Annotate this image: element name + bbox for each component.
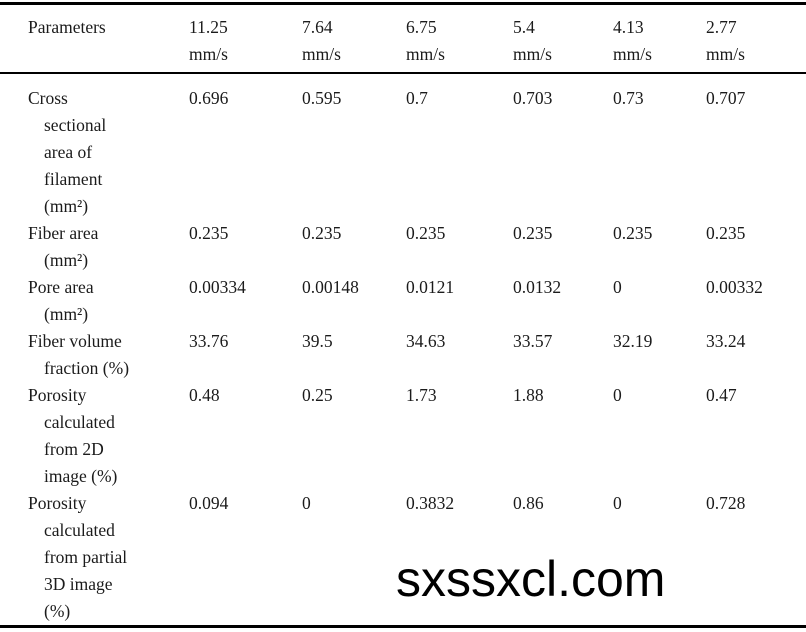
cell: 0.00148 bbox=[302, 277, 359, 297]
cell: 34.63 bbox=[406, 331, 446, 351]
watermark-text: sxssxcl.com bbox=[396, 551, 666, 607]
cell: 0.235 bbox=[302, 223, 342, 243]
table-row: Porosity calculated from partial 3D imag… bbox=[0, 490, 806, 627]
cell: 33.24 bbox=[706, 331, 746, 351]
speed-unit: mm/s bbox=[302, 44, 341, 64]
speed-value: 11.25 bbox=[189, 17, 228, 37]
header-parameters: Parameters bbox=[28, 17, 106, 37]
cell: 0 bbox=[613, 385, 622, 405]
speed-value: 4.13 bbox=[613, 17, 644, 37]
cell: 0.235 bbox=[513, 223, 553, 243]
cell: 0.707 bbox=[706, 88, 746, 108]
cell: 0.00334 bbox=[189, 277, 246, 297]
speed-unit: mm/s bbox=[406, 44, 445, 64]
row-label: Porosity calculated from partial 3D imag… bbox=[28, 493, 128, 621]
cell: 0.7 bbox=[406, 88, 428, 108]
speed-value: 2.77 bbox=[706, 17, 737, 37]
table-row: Porosity calculated from 2D image (%) 0.… bbox=[0, 382, 806, 490]
row-label: Fiber area (mm²) bbox=[28, 223, 99, 270]
cell: 0.0121 bbox=[406, 277, 455, 297]
cell: 33.76 bbox=[189, 331, 229, 351]
table-row: Cross sectional area of filament (mm²) 0… bbox=[0, 73, 806, 220]
cell: 0.00332 bbox=[706, 277, 763, 297]
table-row: Fiber area (mm²) 0.235 0.235 0.235 0.235… bbox=[0, 220, 806, 274]
cell: 0.595 bbox=[302, 88, 342, 108]
cell: 0.703 bbox=[513, 88, 553, 108]
cell: 0.47 bbox=[706, 385, 737, 405]
table-row: Fiber volume fraction (%) 33.76 39.5 34.… bbox=[0, 328, 806, 382]
cell: 0.73 bbox=[613, 88, 644, 108]
header-speed-5: 4.13 mm/s bbox=[613, 4, 706, 74]
cell: 0.235 bbox=[706, 223, 746, 243]
header-row: Parameters 11.25 mm/s 7.64 mm/s 6.75 mm/… bbox=[0, 4, 806, 74]
cell: 33.57 bbox=[513, 331, 553, 351]
speed-unit: mm/s bbox=[706, 44, 745, 64]
cell: 0.696 bbox=[189, 88, 229, 108]
speed-unit: mm/s bbox=[613, 44, 652, 64]
cell: 0.86 bbox=[513, 493, 544, 513]
row-label: Porosity calculated from 2D image (%) bbox=[28, 385, 118, 486]
cell: 39.5 bbox=[302, 331, 333, 351]
cell: 0.25 bbox=[302, 385, 333, 405]
cell: 0.0132 bbox=[513, 277, 562, 297]
row-label: Pore area (mm²) bbox=[28, 277, 94, 324]
cell: 0.3832 bbox=[406, 493, 455, 513]
cell: 0.48 bbox=[189, 385, 220, 405]
cell: 0.728 bbox=[706, 493, 746, 513]
header-speed-2: 7.64 mm/s bbox=[302, 4, 406, 74]
speed-value: 6.75 bbox=[406, 17, 437, 37]
cell: 0.235 bbox=[189, 223, 229, 243]
speed-value: 7.64 bbox=[302, 17, 333, 37]
cell: 1.73 bbox=[406, 385, 437, 405]
row-label: Cross sectional area of filament (mm²) bbox=[28, 88, 107, 216]
speed-value: 5.4 bbox=[513, 17, 535, 37]
cell: 0.094 bbox=[189, 493, 229, 513]
cell: 0 bbox=[613, 277, 622, 297]
cell: 0 bbox=[613, 493, 622, 513]
cell: 32.19 bbox=[613, 331, 653, 351]
row-label: Fiber volume fraction (%) bbox=[28, 331, 130, 378]
header-speed-3: 6.75 mm/s bbox=[406, 4, 513, 74]
header-speed-6: 2.77 mm/s bbox=[706, 4, 806, 74]
table-row: Pore area (mm²) 0.00334 0.00148 0.0121 0… bbox=[0, 274, 806, 328]
cell: 0.235 bbox=[613, 223, 653, 243]
speed-unit: mm/s bbox=[189, 44, 228, 64]
cell: 0.235 bbox=[406, 223, 446, 243]
cell: 1.88 bbox=[513, 385, 544, 405]
cell: 0 bbox=[302, 493, 311, 513]
header-speed-1: 11.25 mm/s bbox=[189, 4, 302, 74]
header-speed-4: 5.4 mm/s bbox=[513, 4, 613, 74]
speed-unit: mm/s bbox=[513, 44, 552, 64]
